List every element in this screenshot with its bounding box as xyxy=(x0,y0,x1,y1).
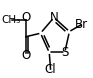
Text: O: O xyxy=(21,11,30,24)
Text: CH₃: CH₃ xyxy=(1,15,21,25)
Text: O: O xyxy=(21,49,30,62)
Text: N: N xyxy=(50,11,58,24)
Text: Cl: Cl xyxy=(45,63,56,76)
Text: Br: Br xyxy=(75,18,88,31)
Text: S: S xyxy=(61,46,68,59)
